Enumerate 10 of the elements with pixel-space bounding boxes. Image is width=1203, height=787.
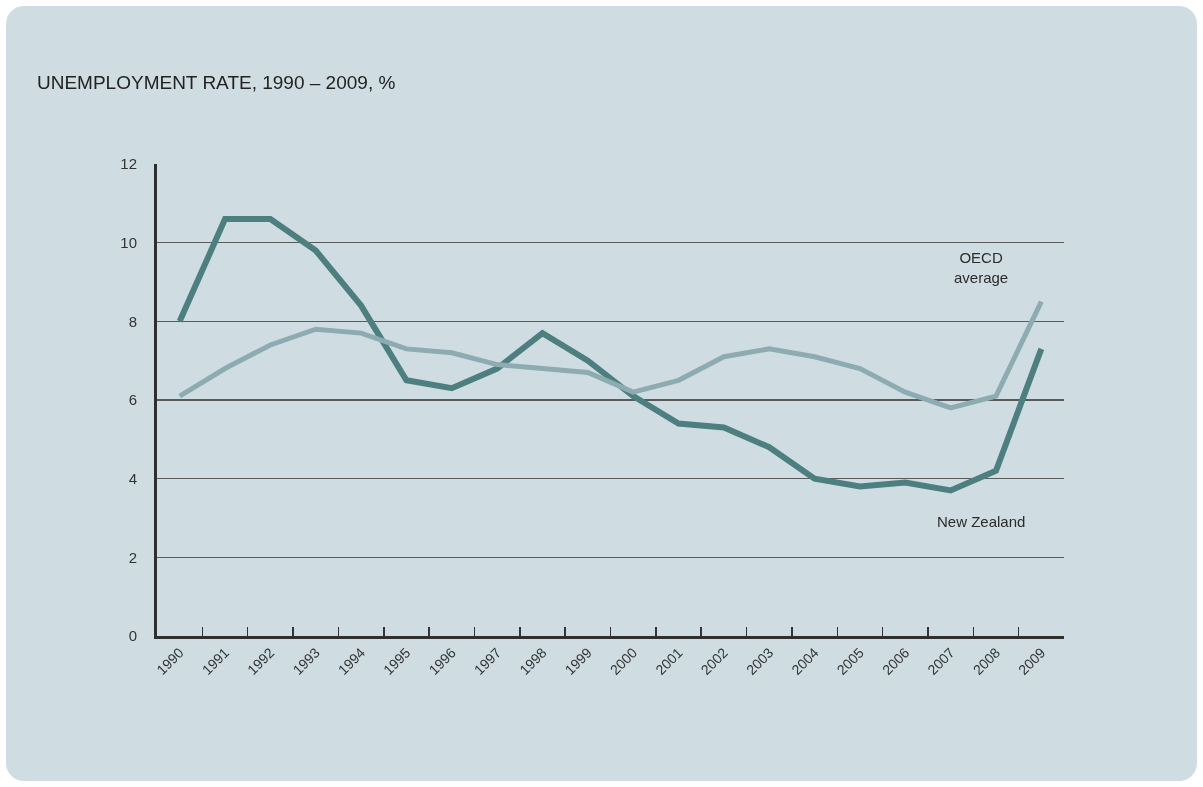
y-tick-label: 10 [120,233,137,251]
y-tick-label: 6 [128,391,137,409]
y-tick-label: 12 [120,155,137,173]
y-tick-label: 8 [128,312,137,330]
y-tick-label: 2 [128,548,137,566]
y-tick-label: 0 [128,627,137,645]
text: OECD average [954,249,1009,286]
chart-title: UNEMPLOYMENT RATE, 1990 – 2009, % [37,71,396,93]
y-tick-label: 4 [128,469,137,487]
series-label: New Zealand [937,513,1026,530]
